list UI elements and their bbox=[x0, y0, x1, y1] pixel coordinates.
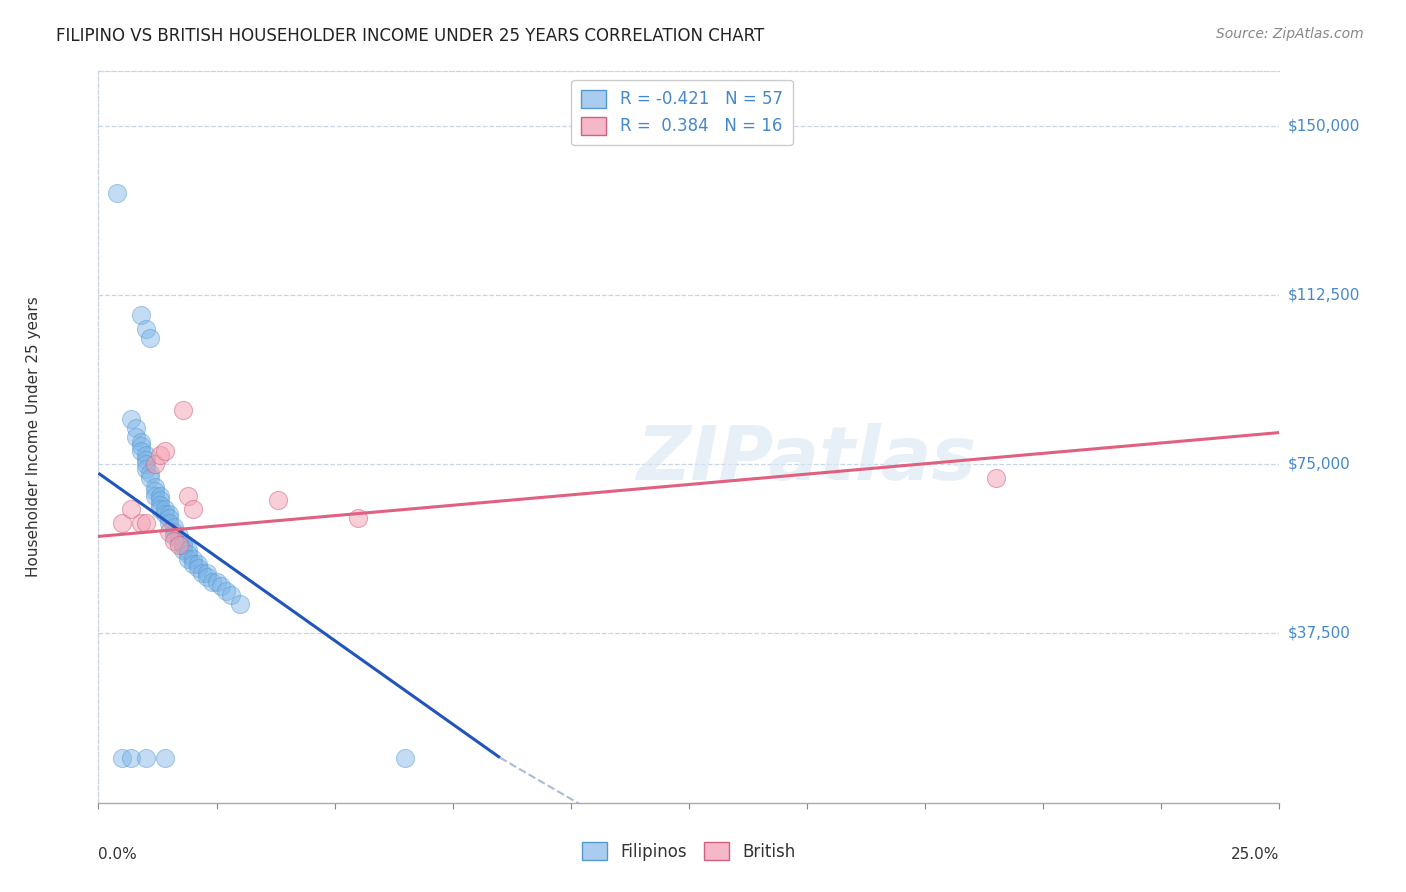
Text: 0.0%: 0.0% bbox=[98, 847, 138, 862]
Point bbox=[129, 434, 152, 449]
Point bbox=[143, 484, 166, 499]
Point bbox=[215, 583, 238, 598]
Point bbox=[143, 489, 166, 503]
Point bbox=[157, 511, 180, 525]
Point bbox=[267, 493, 290, 508]
Point bbox=[135, 516, 157, 530]
Point bbox=[153, 750, 176, 764]
Point bbox=[153, 443, 176, 458]
Point bbox=[135, 461, 157, 475]
Point bbox=[157, 507, 180, 521]
Point bbox=[187, 557, 209, 571]
Text: ZIPatlas: ZIPatlas bbox=[637, 423, 977, 496]
Point bbox=[181, 502, 204, 516]
Point bbox=[153, 507, 176, 521]
Point bbox=[219, 588, 242, 602]
Text: 25.0%: 25.0% bbox=[1232, 847, 1279, 862]
Point bbox=[143, 457, 166, 471]
Point bbox=[143, 480, 166, 494]
Point bbox=[135, 452, 157, 467]
Point bbox=[209, 579, 232, 593]
Point bbox=[177, 543, 200, 558]
Point bbox=[129, 516, 152, 530]
Text: Source: ZipAtlas.com: Source: ZipAtlas.com bbox=[1216, 27, 1364, 41]
Point bbox=[149, 498, 172, 512]
Text: FILIPINO VS BRITISH HOUSEHOLDER INCOME UNDER 25 YEARS CORRELATION CHART: FILIPINO VS BRITISH HOUSEHOLDER INCOME U… bbox=[56, 27, 765, 45]
Point bbox=[177, 552, 200, 566]
Point bbox=[149, 448, 172, 462]
Point bbox=[129, 439, 152, 453]
Point bbox=[153, 502, 176, 516]
Point bbox=[121, 750, 143, 764]
Point bbox=[121, 412, 143, 426]
Point bbox=[172, 538, 194, 552]
Point bbox=[394, 750, 416, 764]
Point bbox=[205, 574, 228, 589]
Point bbox=[172, 538, 194, 552]
Point bbox=[129, 443, 152, 458]
Text: Householder Income Under 25 years: Householder Income Under 25 years bbox=[25, 297, 41, 577]
Point bbox=[135, 448, 157, 462]
Point bbox=[172, 543, 194, 558]
Text: $150,000: $150,000 bbox=[1288, 118, 1360, 133]
Point bbox=[167, 538, 190, 552]
Point bbox=[149, 493, 172, 508]
Point bbox=[172, 403, 194, 417]
Point bbox=[139, 331, 162, 345]
Point bbox=[111, 516, 134, 530]
Point bbox=[181, 557, 204, 571]
Point bbox=[195, 566, 218, 580]
Point bbox=[135, 750, 157, 764]
Point bbox=[163, 524, 186, 539]
Point bbox=[187, 561, 209, 575]
Point bbox=[129, 308, 152, 322]
Point bbox=[139, 471, 162, 485]
Point bbox=[105, 186, 128, 201]
Point bbox=[111, 750, 134, 764]
Point bbox=[125, 430, 148, 444]
Point bbox=[157, 516, 180, 530]
Point bbox=[125, 421, 148, 435]
Point bbox=[135, 457, 157, 471]
Point bbox=[167, 533, 190, 548]
Point bbox=[163, 533, 186, 548]
Text: $75,000: $75,000 bbox=[1288, 457, 1351, 472]
Point bbox=[177, 548, 200, 562]
Point bbox=[149, 502, 172, 516]
Text: $112,500: $112,500 bbox=[1288, 287, 1360, 302]
Point bbox=[163, 529, 186, 543]
Point bbox=[229, 597, 252, 611]
Point bbox=[149, 489, 172, 503]
Text: $37,500: $37,500 bbox=[1288, 626, 1351, 641]
Point bbox=[195, 570, 218, 584]
Point bbox=[139, 466, 162, 480]
Point bbox=[181, 552, 204, 566]
Point bbox=[984, 471, 1007, 485]
Legend: Filipinos, British: Filipinos, British bbox=[575, 836, 803, 868]
Point bbox=[347, 511, 370, 525]
Point bbox=[157, 524, 180, 539]
Point bbox=[177, 489, 200, 503]
Point bbox=[201, 574, 224, 589]
Point bbox=[163, 520, 186, 534]
Point bbox=[135, 322, 157, 336]
Point bbox=[121, 502, 143, 516]
Point bbox=[167, 529, 190, 543]
Point bbox=[191, 566, 214, 580]
